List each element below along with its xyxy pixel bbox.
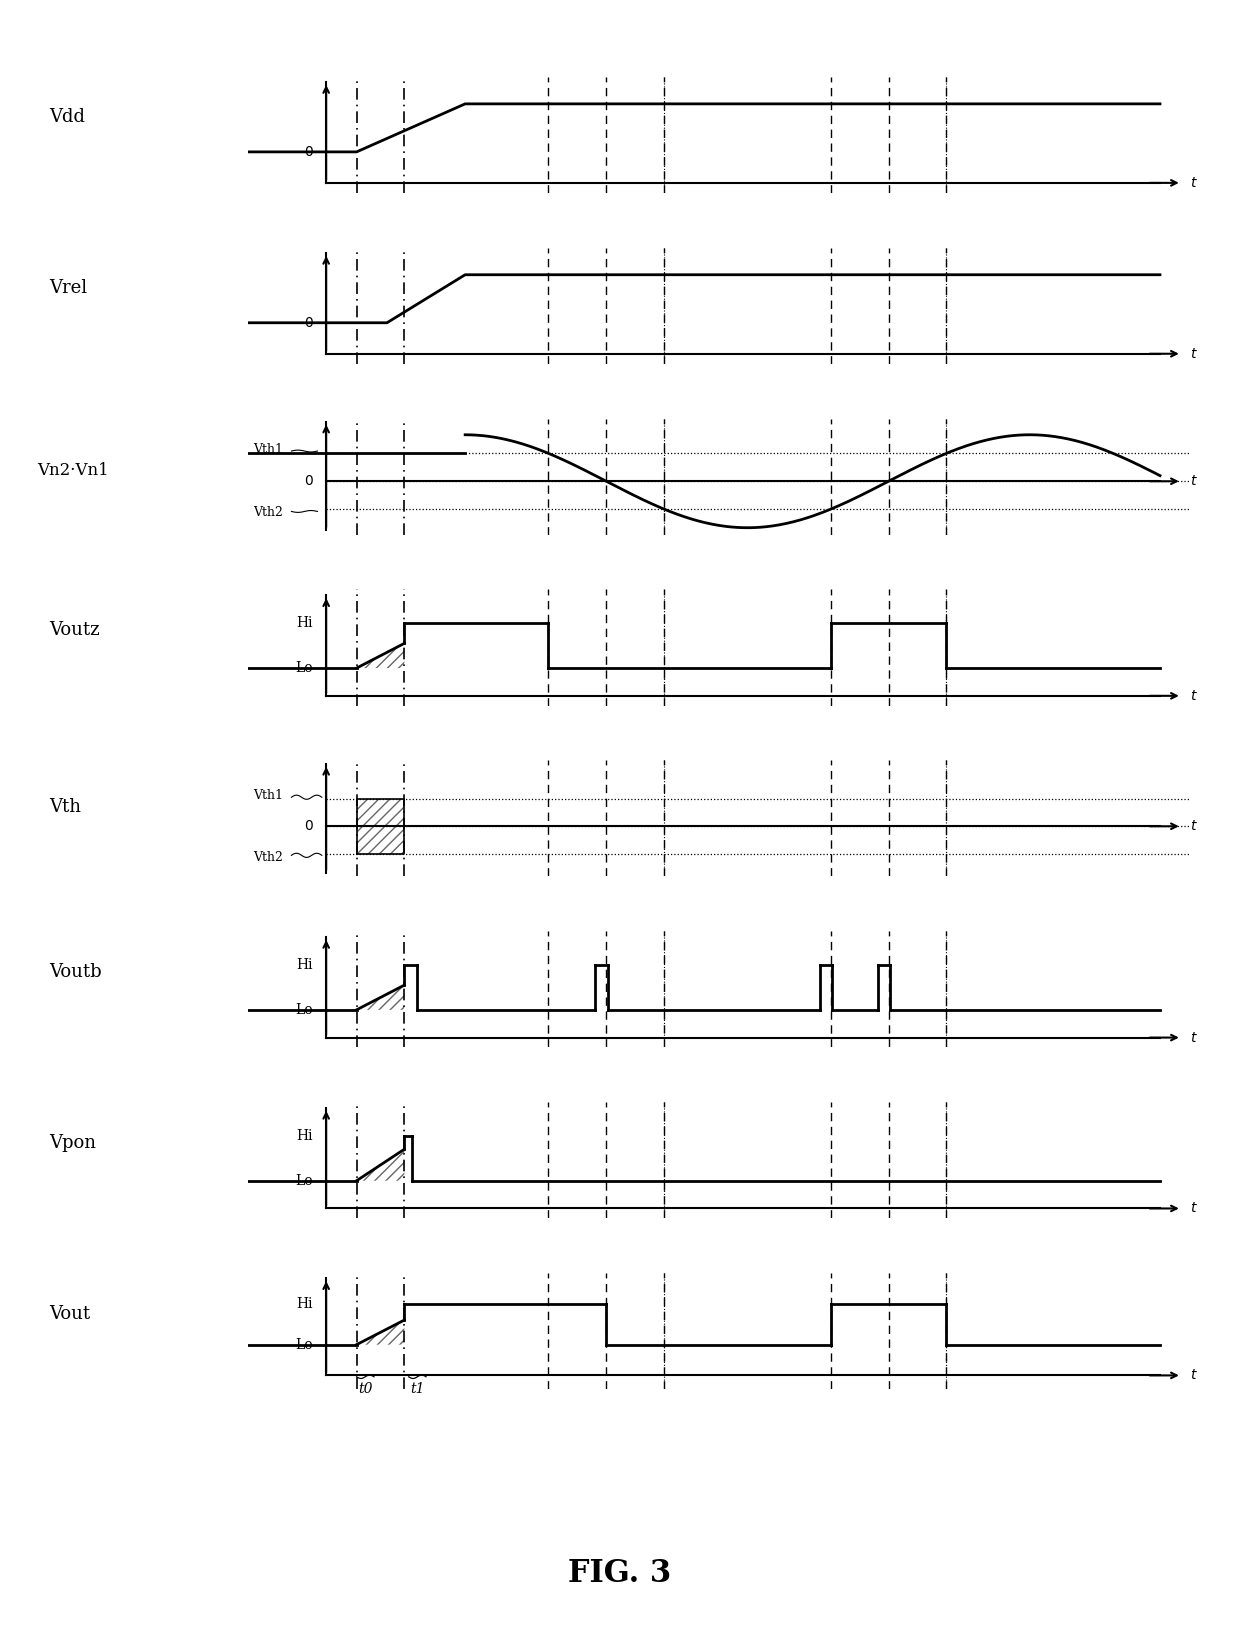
Text: Hi: Hi	[296, 616, 314, 631]
Text: t: t	[1190, 176, 1195, 189]
Text: Vout: Vout	[50, 1304, 91, 1323]
Text: Vth1: Vth1	[253, 443, 283, 456]
Text: t: t	[1190, 688, 1195, 703]
Text: t: t	[1190, 1201, 1195, 1215]
Text: t: t	[1190, 1369, 1195, 1382]
Text: t: t	[1190, 819, 1195, 833]
Text: t: t	[1190, 1031, 1195, 1044]
Text: t: t	[1190, 474, 1195, 488]
Text: Voutz: Voutz	[50, 621, 100, 639]
Text: 0: 0	[304, 145, 314, 158]
Text: 0: 0	[304, 819, 314, 833]
Text: Vth2: Vth2	[253, 851, 283, 865]
Text: Vrel: Vrel	[50, 280, 88, 298]
Text: Lo: Lo	[295, 660, 314, 675]
Text: Voutb: Voutb	[50, 963, 102, 982]
Text: Vdd: Vdd	[50, 109, 86, 127]
Text: Hi: Hi	[296, 959, 314, 972]
Text: Vth2: Vth2	[253, 506, 283, 519]
Text: Vpon: Vpon	[50, 1133, 97, 1151]
Text: t1: t1	[410, 1382, 424, 1395]
Text: Vn2·Vn1: Vn2·Vn1	[37, 463, 109, 479]
Text: Vth1: Vth1	[253, 789, 283, 802]
Text: Lo: Lo	[295, 1337, 314, 1352]
Text: t0: t0	[358, 1382, 372, 1395]
Text: t: t	[1190, 348, 1195, 361]
Text: 0: 0	[304, 474, 314, 488]
Text: Hi: Hi	[296, 1296, 314, 1311]
Text: 0: 0	[304, 316, 314, 329]
Text: Lo: Lo	[295, 1003, 314, 1016]
Text: Vth: Vth	[50, 797, 82, 815]
Text: FIG. 3: FIG. 3	[568, 1558, 672, 1589]
Text: Lo: Lo	[295, 1174, 314, 1187]
Text: Hi: Hi	[296, 1128, 314, 1143]
